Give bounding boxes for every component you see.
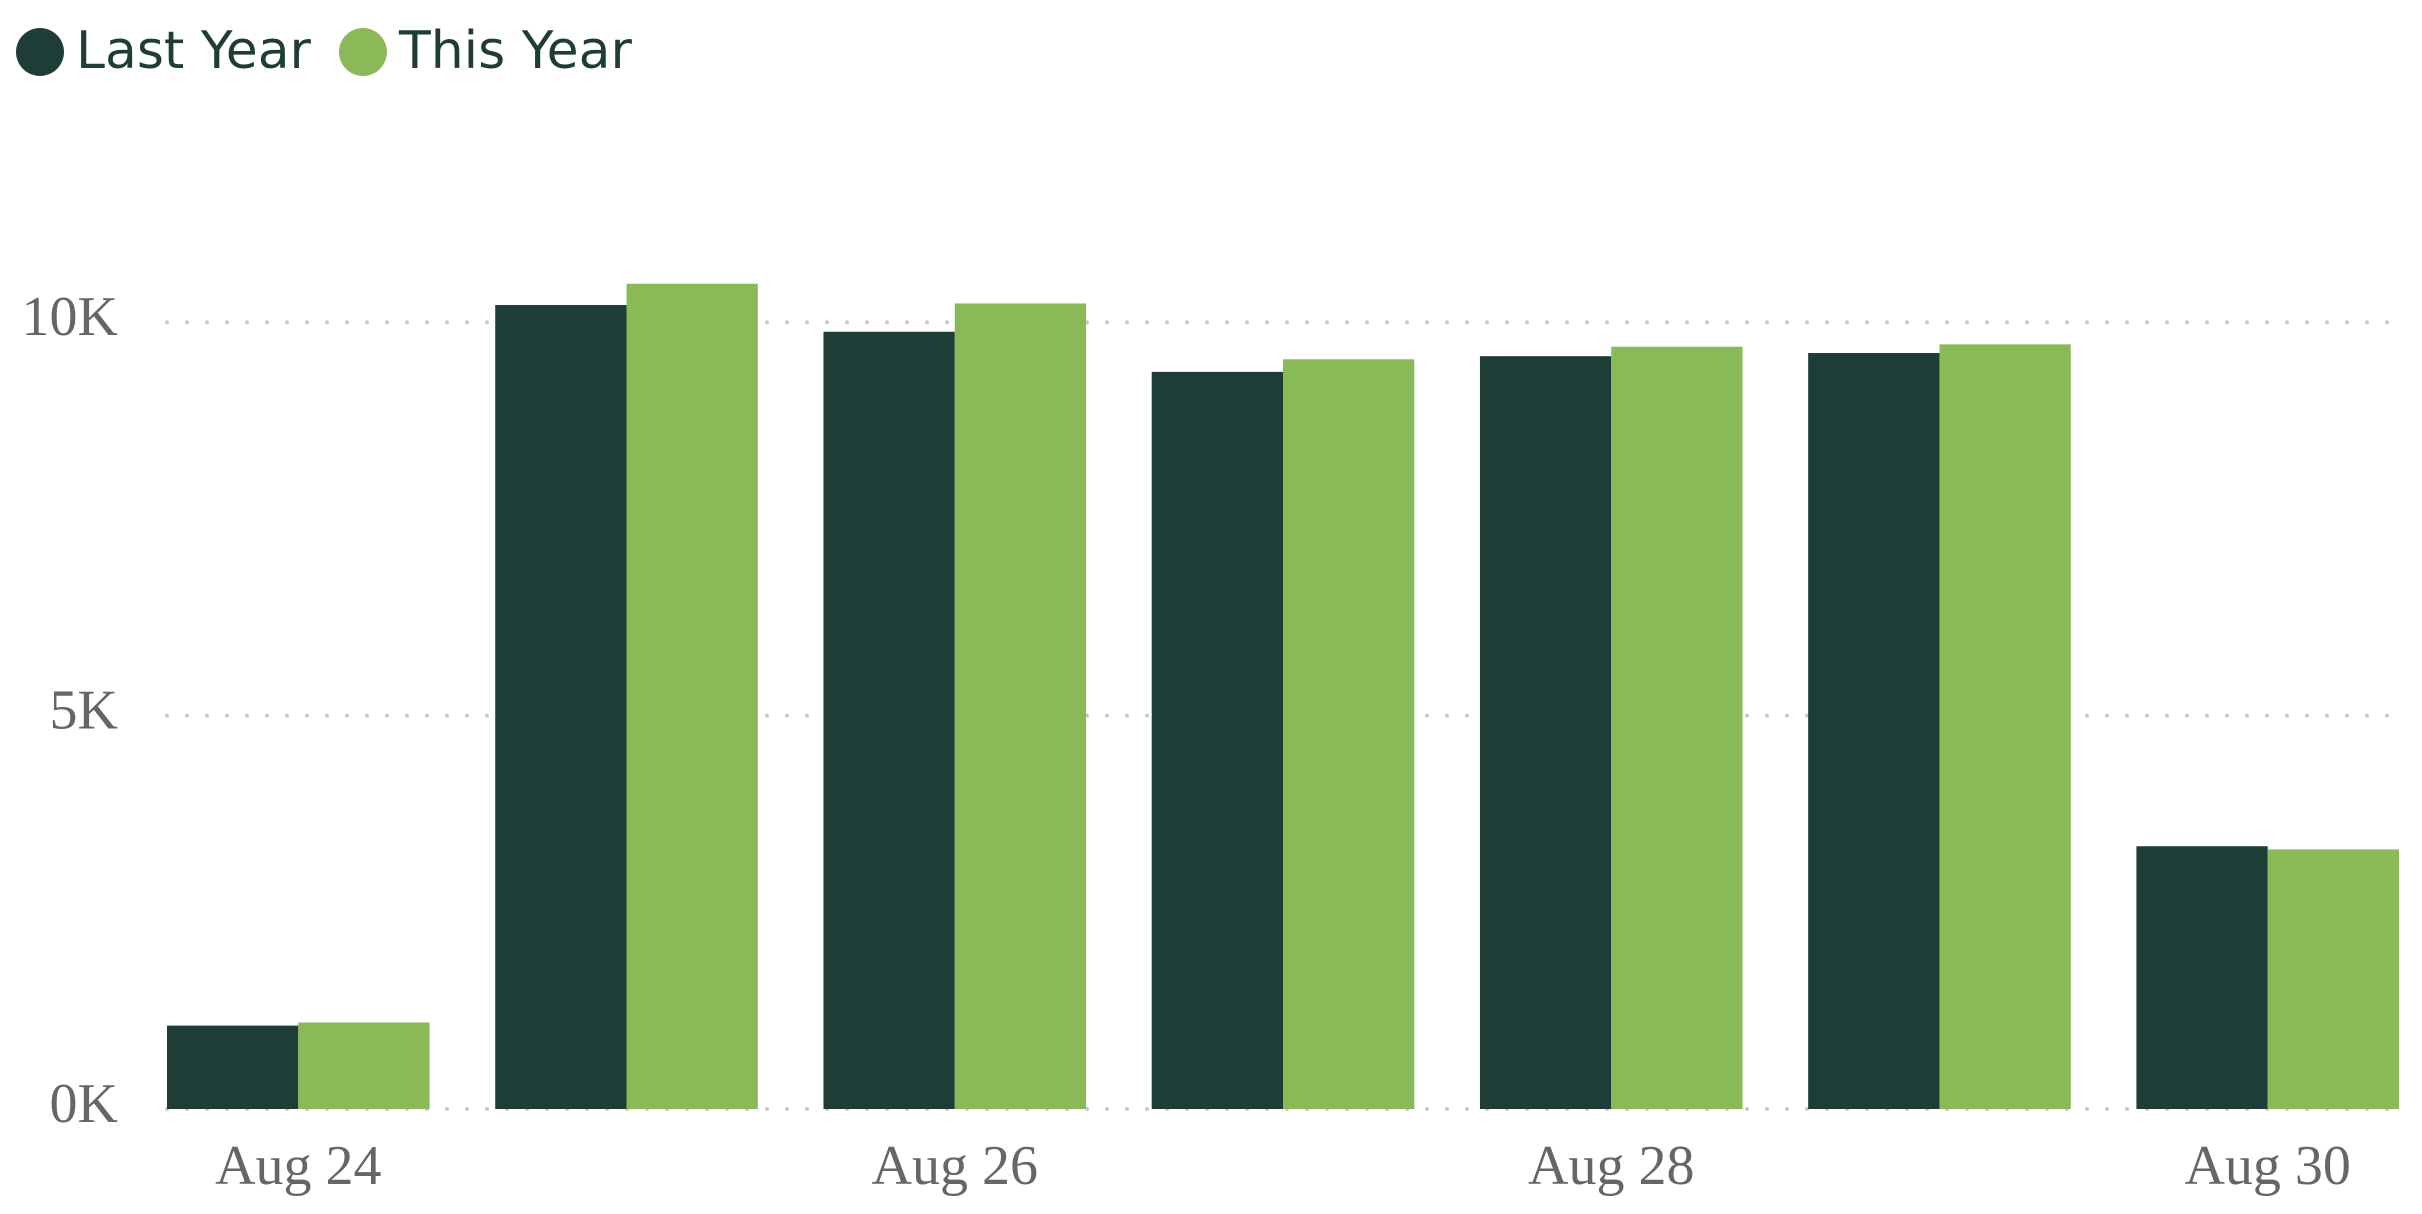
bar: [1808, 353, 1940, 1110]
bar: [1479, 356, 1612, 1109]
y-tick-label: 0K: [50, 1073, 118, 1135]
x-tick-label: Aug 26: [872, 1135, 1038, 1197]
bar: [626, 283, 758, 1110]
legend-marker: [16, 28, 64, 76]
x-tick-label: Aug 24: [215, 1135, 381, 1197]
bar: [1283, 359, 1415, 1110]
y-tick-label: 10K: [22, 286, 118, 348]
bar: [1151, 371, 1283, 1110]
legend-label: This Year: [398, 21, 633, 81]
bar: [167, 1025, 299, 1109]
bar: [823, 331, 955, 1110]
bar: [954, 303, 1087, 1109]
legend-marker: [338, 28, 387, 76]
y-tick-label: 5K: [50, 680, 118, 742]
x-tick-label: Aug 30: [2184, 1135, 2350, 1197]
bar: [298, 1022, 430, 1109]
bar: [2136, 846, 2268, 1109]
bar: [2267, 849, 2399, 1109]
bar: [1939, 344, 2071, 1109]
legend-label: Last Year: [76, 21, 312, 81]
bar: [1611, 346, 1743, 1110]
x-tick-label: Aug 28: [1528, 1135, 1694, 1197]
bar: [495, 305, 627, 1109]
